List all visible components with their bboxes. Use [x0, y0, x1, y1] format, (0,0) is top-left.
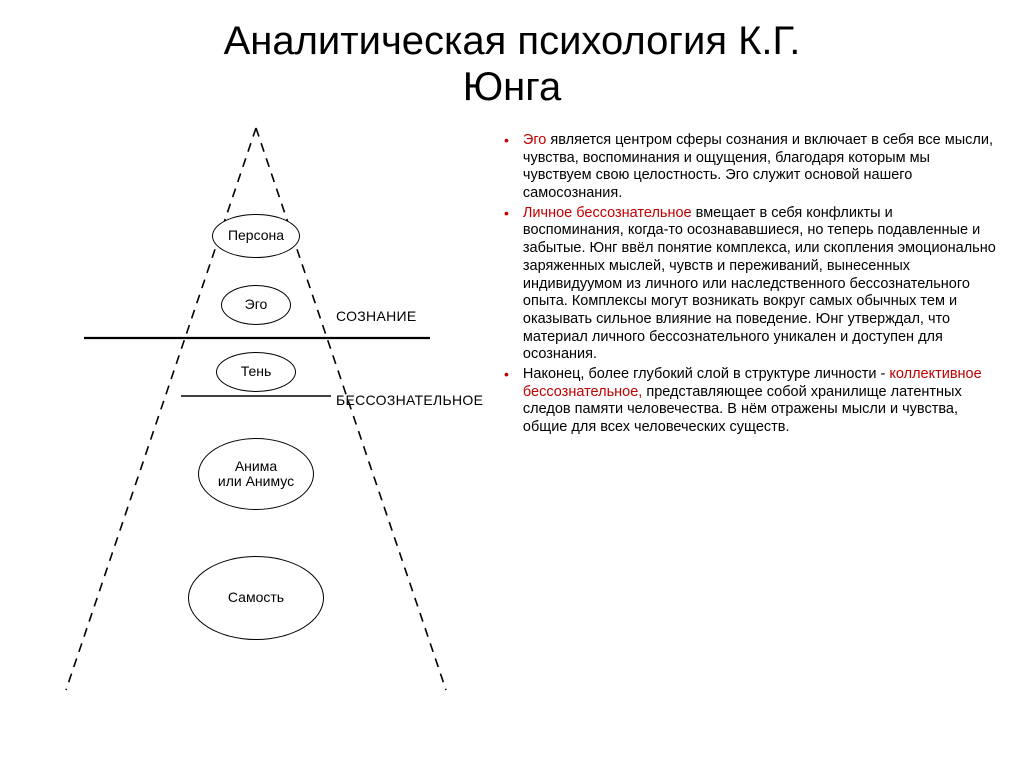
node-self-label: Самость [228, 590, 284, 605]
node-shadow: Тень [216, 352, 296, 392]
bullet-personal-rest: вмещает в себя конфликты и воспоминания,… [523, 205, 996, 363]
bullet-ego-text: Эго является центром сферы сознания и вк… [523, 132, 996, 203]
bullet-personal-unconscious: • Личное бессознательное вмещает в себя … [500, 205, 996, 364]
bullet-dot-icon: • [500, 366, 523, 437]
node-ego-label: Эго [245, 297, 268, 312]
bullet-personal-keyword: Личное бессознательное [523, 205, 692, 221]
node-anima-label: Анима или Анимус [218, 459, 294, 490]
bullet-collective-unconscious: • Наконец, более глубокий слой в структу… [500, 366, 996, 437]
bullet-collective-text: Наконец, более глубокий слой в структуре… [523, 366, 996, 437]
zone-label-unconscious: БЕССОЗНАТЕЛЬНОЕ [336, 392, 483, 408]
node-anima: Анима или Анимус [198, 438, 314, 510]
bullet-personal-text: Личное бессознательное вмещает в себя ко… [523, 205, 996, 364]
zone-label-conscious: СОЗНАНИЕ [336, 308, 417, 324]
bullet-collective-prefix: Наконец, более глубокий слой в структуре… [523, 366, 889, 382]
page-title: Аналитическая психология К.Г. Юнга [0, 0, 1024, 110]
node-shadow-label: Тень [241, 364, 272, 379]
node-persona: Персона [212, 214, 300, 258]
jung-diagram: Персона Эго Тень Анима или Анимус Самост… [0, 120, 500, 720]
text-column: • Эго является центром сферы сознания и … [500, 120, 1010, 720]
bullet-ego-rest: является центром сферы сознания и включа… [523, 132, 993, 201]
node-self: Самость [188, 556, 324, 640]
bullet-ego: • Эго является центром сферы сознания и … [500, 132, 996, 203]
bullet-ego-keyword: Эго [523, 132, 546, 148]
title-line-2: Юнга [463, 65, 561, 109]
bullet-dot-icon: • [500, 132, 523, 203]
node-persona-label: Персона [228, 228, 284, 243]
content-row: Персона Эго Тень Анима или Анимус Самост… [0, 110, 1024, 720]
bullet-dot-icon: • [500, 205, 523, 364]
title-line-1: Аналитическая психология К.Г. [224, 19, 801, 63]
node-ego: Эго [221, 285, 291, 325]
